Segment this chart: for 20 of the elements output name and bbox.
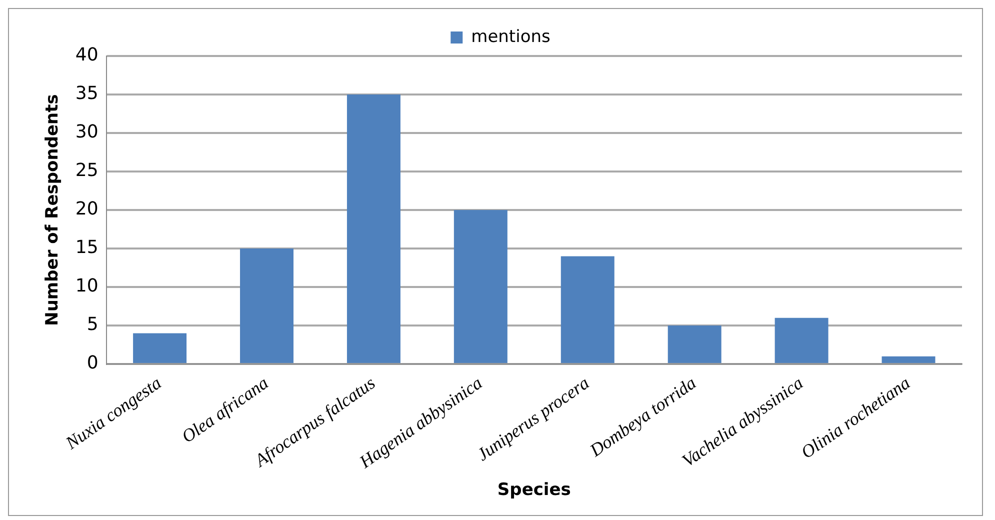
y-tick-label: 30 [75, 122, 98, 143]
y-axis-title: Number of Respondents [42, 94, 63, 326]
bar [133, 333, 187, 364]
bar [774, 318, 828, 364]
x-axis-title: Species [497, 480, 571, 500]
y-tick-label: 35 [75, 83, 98, 104]
y-tick-label: 20 [75, 198, 98, 220]
bar [560, 256, 614, 364]
y-tick-label: 15 [75, 237, 98, 258]
bar [882, 356, 936, 364]
bar [346, 94, 400, 364]
y-tick-label: 10 [75, 276, 98, 297]
y-tick-label: 40 [75, 44, 98, 66]
legend-label: mentions [471, 26, 550, 47]
bar [454, 210, 508, 364]
y-tick-label: 5 [86, 314, 98, 336]
bar [668, 326, 722, 364]
bar [240, 248, 294, 364]
y-tick-label: 25 [75, 160, 98, 182]
y-tick-label: 0 [86, 352, 98, 374]
